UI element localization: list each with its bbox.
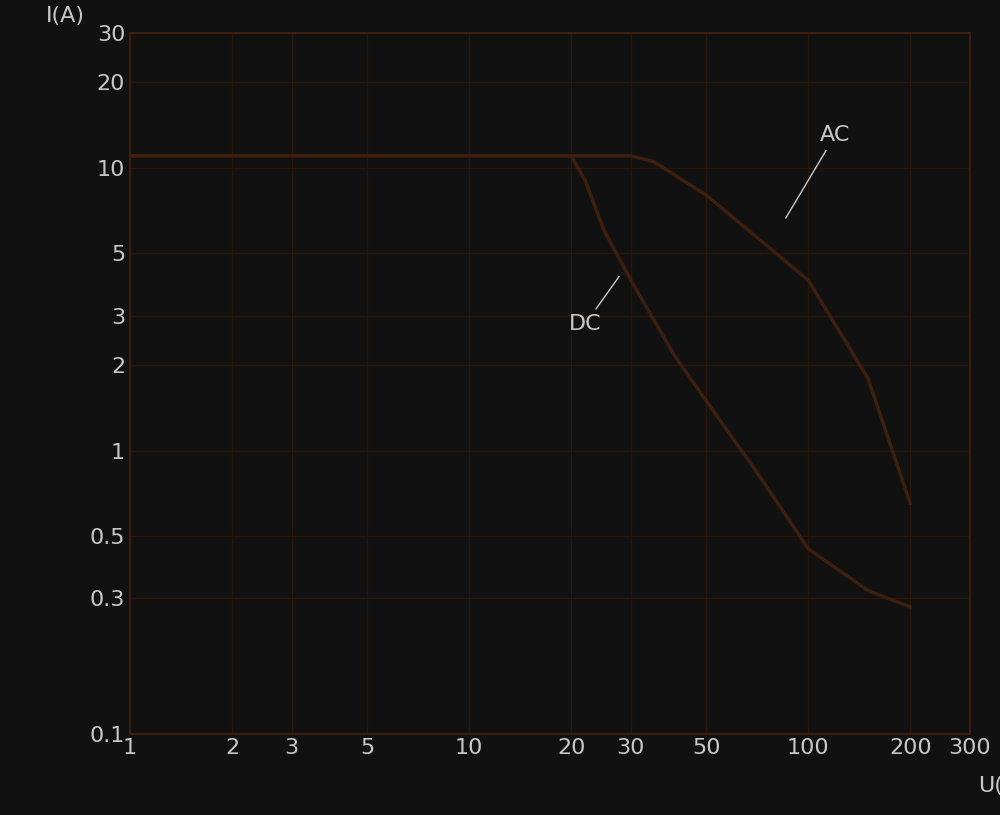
Text: DC: DC <box>569 276 619 334</box>
Text: U(V): U(V) <box>978 776 1000 795</box>
Text: I(A): I(A) <box>46 6 85 25</box>
Text: AC: AC <box>786 126 850 218</box>
